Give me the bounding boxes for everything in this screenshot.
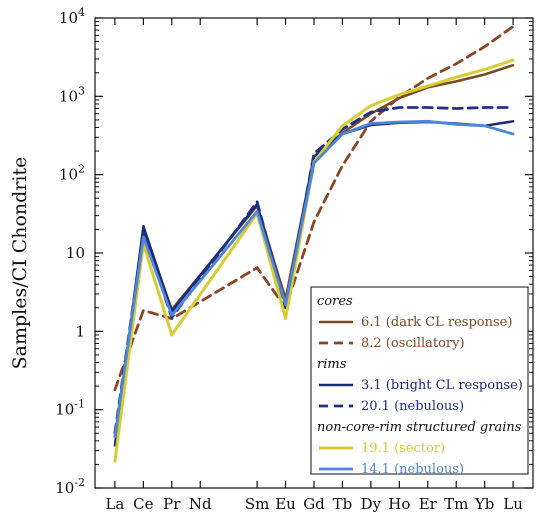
x-tick-label-eu: Eu (275, 495, 296, 513)
legend-item-1: 8.2 (oscillatory) (361, 336, 465, 351)
series-layer (113, 25, 515, 463)
x-tick-label-nd: Nd (189, 495, 212, 513)
x-tick-label-ho: Ho (388, 495, 410, 513)
y-tick-label: 102 (59, 163, 85, 184)
y-tick-label: 10-1 (55, 398, 85, 419)
legend-item-0: 6.1 (dark CL response) (361, 315, 512, 330)
x-tick-label-tb: Tb (333, 495, 353, 513)
legend: cores 6.1 (dark CL response) 8.2 (oscillat… (310, 286, 529, 477)
x-axis-ticks: La Ce Pr Nd Sm Eu Gd Tb Dy Ho Er Tm Yb Lu (105, 18, 523, 513)
legend-item-5: 14.1 (nebulous) (361, 462, 464, 477)
legend-group-2: non-core-rim structured grains (317, 420, 522, 435)
x-tick-label-sm: Sm (245, 495, 270, 513)
y-tick-label: 104 (59, 6, 85, 27)
x-tick-label-ce: Ce (133, 495, 153, 513)
x-tick-label-la: La (105, 495, 124, 513)
series-line-0 (142, 63, 515, 311)
legend-item-2: 3.1 (bright CL response) (361, 378, 523, 393)
x-tick-label-yb: Yb (474, 495, 495, 513)
series-line-5 (113, 119, 515, 439)
y-tick-label: 10 (66, 244, 85, 262)
y-tick-label: 103 (59, 84, 85, 105)
x-tick-label-er: Er (419, 495, 438, 513)
y-tick-label: 1 (75, 322, 85, 340)
legend-group-0: cores (317, 294, 353, 309)
legend-box (310, 286, 529, 475)
series-line-4 (113, 58, 515, 463)
y-tick-label: 10-2 (55, 476, 85, 497)
x-tick-label-lu: Lu (503, 495, 523, 513)
x-tick-label-dy: Dy (361, 495, 382, 513)
legend-item-3: 20.1 (nebulous) (361, 399, 464, 414)
series-line-3 (113, 106, 515, 435)
y-axis-ticks: 10-2 10-1 1 10 102 103 104 (55, 6, 533, 497)
legend-item-4: 19.1 (sector) (361, 441, 445, 456)
x-tick-label-pr: Pr (163, 495, 181, 513)
legend-group-1: rims (317, 357, 347, 372)
y-axis-label: Samples/CI Chondrite (9, 157, 31, 370)
x-tick-label-gd: Gd (303, 495, 325, 513)
x-tick-label-tm: Tm (444, 495, 468, 513)
